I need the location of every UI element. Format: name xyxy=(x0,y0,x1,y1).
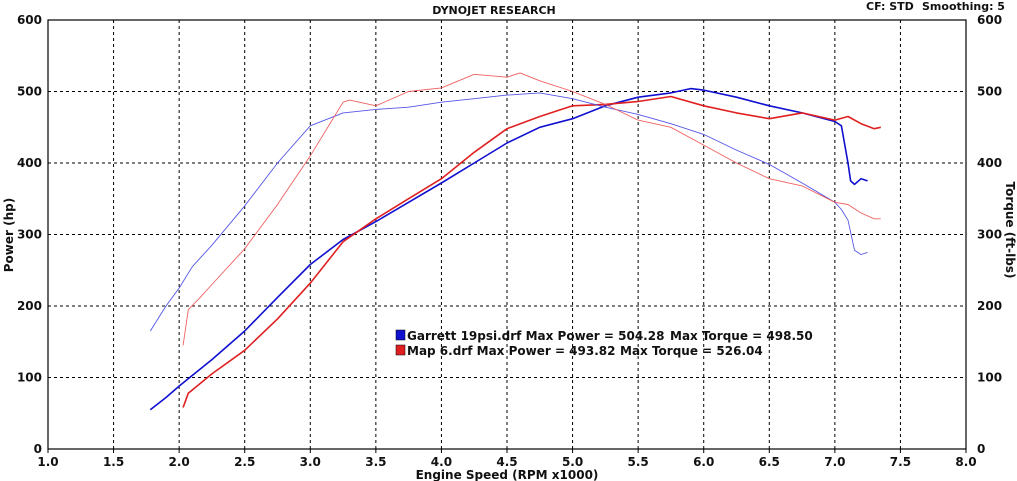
x-tick-label: 1.5 xyxy=(103,455,124,469)
legend-entry-map6: Map 6.drf Max Power = 493.82 xyxy=(407,344,615,358)
y-right-tick-label: 100 xyxy=(977,371,1002,385)
y-axis-left-ticks: 0 100 200 300 400 500 600 xyxy=(17,13,42,456)
x-tick-label: 3.5 xyxy=(365,455,386,469)
x-tick-label: 1.0 xyxy=(37,455,58,469)
x-axis-ticks: 1.0 1.5 2.0 2.5 3.0 3.5 4.0 4.5 5.0 5.5 6.0 6.5 7.0 7… xyxy=(37,449,977,469)
x-tick-label: 4.0 xyxy=(431,455,452,469)
series-line-map-6-drf-power xyxy=(182,95,881,408)
y-left-tick-label: 200 xyxy=(17,299,42,313)
y-left-tick-label: 0 xyxy=(34,442,42,456)
y-left-tick-label: 100 xyxy=(17,371,42,385)
smoothing-label: Smoothing: 5 xyxy=(922,0,1005,13)
x-tick-label: 7.0 xyxy=(824,455,845,469)
y-axis-right-title: Torque (ft-lbs) xyxy=(1003,182,1017,279)
x-tick-label: 2.0 xyxy=(169,455,190,469)
x-tick-label: 3.0 xyxy=(300,455,321,469)
chart-title: DYNOJET RESEARCH xyxy=(432,4,555,17)
y-left-tick-label: 500 xyxy=(17,85,42,99)
y-axis-left-title: Power (hp) xyxy=(2,198,16,272)
x-tick-label: 4.5 xyxy=(496,455,517,469)
y-right-tick-label: 0 xyxy=(977,442,985,456)
x-tick-label: 8.0 xyxy=(955,455,976,469)
legend-torque-map6: Max Torque = 526.04 xyxy=(620,344,763,358)
y-left-tick-label: 400 xyxy=(17,156,42,170)
legend-torque-garrett: Max Torque = 498.50 xyxy=(670,329,813,343)
legend: Garrett 19psi.drf Max Power = 504.28 Max… xyxy=(395,329,813,358)
legend-swatch-map6 xyxy=(395,344,406,356)
x-tick-label: 6.5 xyxy=(759,455,780,469)
y-right-tick-label: 500 xyxy=(977,85,1002,99)
grid xyxy=(48,20,966,449)
y-left-tick-label: 600 xyxy=(17,13,42,27)
correction-factor-label: CF: STD xyxy=(866,0,914,13)
series-line-map-6-drf-torque xyxy=(182,72,881,346)
x-tick-label: 6.0 xyxy=(693,455,714,469)
y-right-tick-label: 200 xyxy=(977,299,1002,313)
x-tick-label: 7.5 xyxy=(890,455,911,469)
y-right-tick-label: 400 xyxy=(977,156,1002,170)
series-line-garrett-19psi-drf-power xyxy=(149,87,868,411)
legend-entry-garrett: Garrett 19psi.drf Max Power = 504.28 xyxy=(407,329,664,343)
x-axis-title: Engine Speed (RPM x1000) xyxy=(416,468,599,481)
x-tick-label: 5.5 xyxy=(628,455,649,469)
y-left-tick-label: 300 xyxy=(17,228,42,242)
y-right-tick-label: 300 xyxy=(977,228,1002,242)
y-right-tick-label: 600 xyxy=(977,13,1002,27)
legend-swatch-garrett xyxy=(395,329,406,341)
series-layer xyxy=(149,72,881,411)
x-tick-label: 2.5 xyxy=(234,455,255,469)
series-line-garrett-19psi-drf-torque xyxy=(149,92,868,332)
y-axis-right-ticks: 0 100 200 300 400 500 600 xyxy=(977,13,1002,456)
x-tick-label: 5.0 xyxy=(562,455,583,469)
